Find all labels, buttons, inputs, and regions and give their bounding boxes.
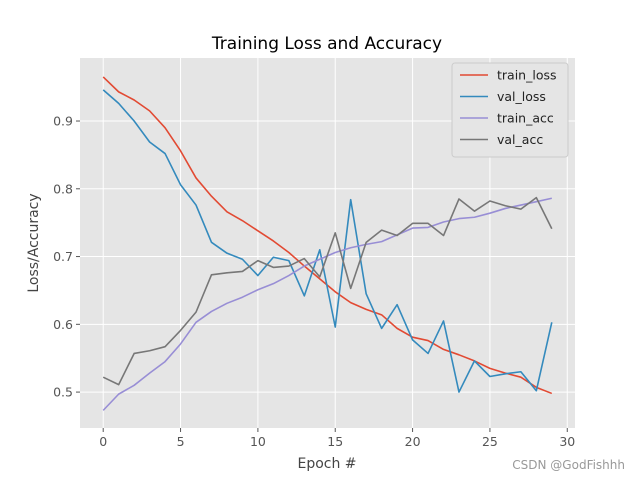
y-tick-label-2: 0.7	[53, 249, 73, 264]
x-tick-label-2: 10	[250, 434, 266, 449]
legend-label-train-loss: train_loss	[497, 68, 557, 83]
series-line-val-loss	[102, 89, 553, 393]
x-tick-label-3: 15	[327, 434, 343, 449]
x-tick-label-5: 25	[482, 434, 498, 449]
x-axis-label: Epoch #	[297, 456, 356, 472]
y-axis-label: Loss/Accuracy	[26, 193, 42, 292]
y-tick-label-4: 0.9	[53, 114, 73, 129]
legend: train_loss val_loss train_acc val_acc	[451, 62, 569, 158]
y-tick-label-3: 0.8	[53, 181, 73, 196]
y-tick-label-0: 0.5	[53, 385, 73, 400]
legend-label-train-acc: train_acc	[497, 111, 554, 126]
chart-title: Training Loss and Accuracy	[211, 34, 442, 54]
series-lines	[102, 76, 553, 411]
y-axis-ticks: 0.5 0.6 0.7 0.8 0.9	[53, 114, 80, 400]
series-line-val-acc	[102, 196, 553, 386]
x-tick-label-0: 0	[99, 434, 107, 449]
y-tick-label-1: 0.6	[53, 317, 73, 332]
watermark: CSDN @GodFishhh	[512, 458, 625, 472]
legend-label-val-loss: val_loss	[497, 89, 546, 104]
legend-label-val-acc: val_acc	[497, 132, 543, 147]
x-tick-label-4: 20	[405, 434, 421, 449]
x-tick-label-1: 5	[177, 434, 185, 449]
x-axis-ticks: 0 5 10 15 20 25 30	[99, 428, 575, 449]
x-tick-label-6: 30	[559, 434, 575, 449]
legend-box	[451, 62, 569, 158]
